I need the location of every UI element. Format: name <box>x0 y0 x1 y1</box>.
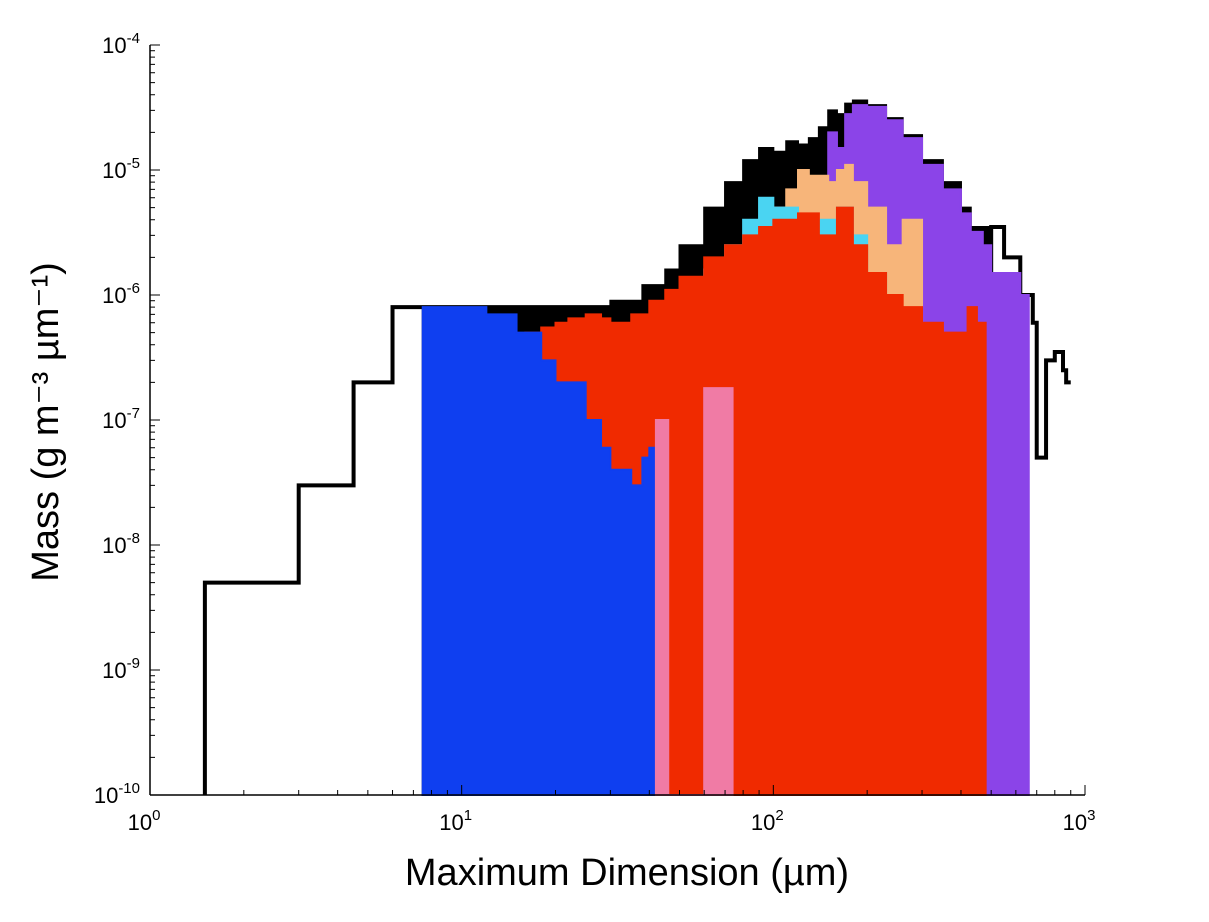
y-tick-label: 10-4 <box>102 30 140 58</box>
y-tick-label: 10-8 <box>102 530 140 558</box>
y-axis-title: Mass (g m⁻³ µm⁻¹) <box>25 262 67 582</box>
y-tick-label: 10-6 <box>102 280 140 308</box>
tick-labels: 100 101 102 103 10-10 10-9 10-8 10-7 10-6 10-5 10-… <box>94 30 1096 835</box>
plot-frame <box>149 44 1086 796</box>
x-axis-title: Maximum Dimension (µm) <box>405 852 849 894</box>
series-area-7 <box>421 306 667 796</box>
x-tick-label: 101 <box>439 807 472 835</box>
x-tick-label: 103 <box>1063 807 1096 835</box>
x-tick-label: 100 <box>128 807 161 835</box>
y-tick-label: 10-5 <box>102 155 140 183</box>
x-tick-label: 102 <box>751 807 784 835</box>
y-tick-label: 10-10 <box>94 780 140 808</box>
plot-series <box>202 99 1071 796</box>
y-tick-label: 10-9 <box>102 655 140 683</box>
y-tick-label: 10-7 <box>102 405 140 433</box>
